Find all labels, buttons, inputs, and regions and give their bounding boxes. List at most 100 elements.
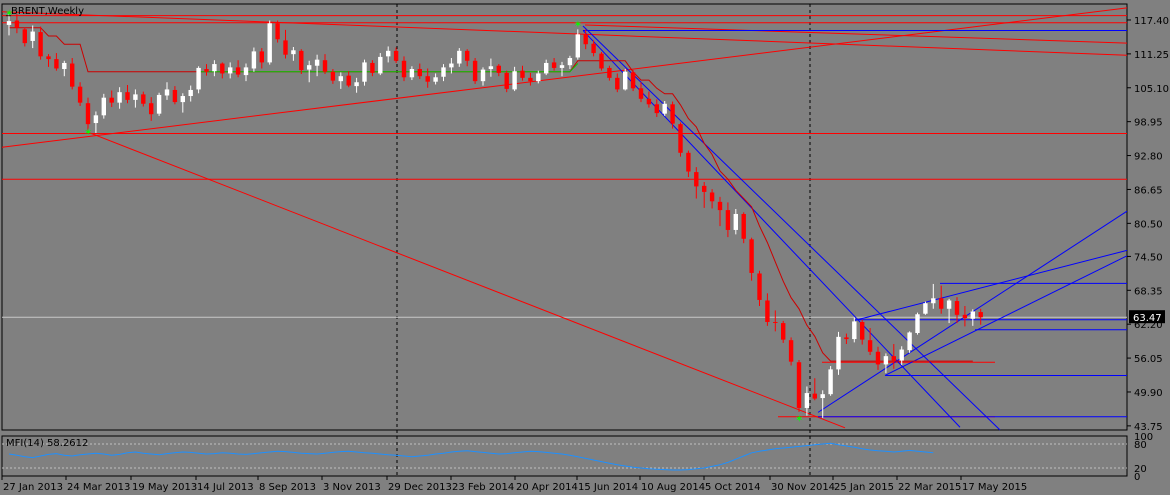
candle-body xyxy=(591,43,596,54)
candle-body xyxy=(465,50,470,61)
candle-body xyxy=(860,321,865,340)
trend-line[interactable] xyxy=(89,132,846,429)
candle-body xyxy=(607,67,612,78)
x-tick-label: 10 Aug 2014 xyxy=(641,482,705,493)
trend-line[interactable] xyxy=(884,255,1128,376)
candle xyxy=(504,70,509,93)
candle xyxy=(796,360,802,412)
candle-body xyxy=(196,67,201,90)
candle xyxy=(733,209,738,235)
candle xyxy=(30,25,35,49)
mfi-tick-label: 20 xyxy=(1134,464,1147,475)
candle-body xyxy=(765,300,770,322)
price-pane[interactable]: ✶ ✶ ✶ ✶ xyxy=(1,3,1128,476)
candle-body xyxy=(212,64,217,72)
candle-body xyxy=(528,77,533,82)
candle-body xyxy=(709,192,715,202)
candle-body xyxy=(725,210,731,230)
candle-body xyxy=(393,50,399,61)
candle xyxy=(480,67,486,86)
candle-body xyxy=(638,88,644,99)
fractal-marker: ✶ xyxy=(795,414,803,425)
candle-body xyxy=(662,103,667,114)
candle xyxy=(109,90,114,108)
candle-body xyxy=(228,67,233,74)
candle xyxy=(141,91,146,107)
candle-body xyxy=(615,77,620,90)
candle-body xyxy=(504,72,509,89)
candle xyxy=(860,319,865,345)
candle-body xyxy=(512,71,517,90)
mfi-tick-label: 100 xyxy=(1134,432,1153,443)
candle-body xyxy=(954,301,960,315)
candle xyxy=(433,73,438,85)
candle xyxy=(567,55,573,70)
x-tick-label: 5 Oct 2014 xyxy=(705,482,760,493)
x-tick-label: 20 Apr 2014 xyxy=(516,482,578,493)
candle xyxy=(251,47,257,72)
candle-body xyxy=(931,298,936,304)
candle xyxy=(544,59,549,76)
y-tick-label: 111.25 xyxy=(1134,50,1169,61)
candle xyxy=(465,49,470,67)
y-tick-label: 68.35 xyxy=(1134,286,1163,297)
candle-body xyxy=(346,75,351,86)
candle xyxy=(259,48,264,69)
candle xyxy=(125,85,130,104)
fractal-marker: ✶ xyxy=(574,19,582,30)
candle-body xyxy=(733,213,738,230)
candle-body xyxy=(243,67,249,76)
candle-body xyxy=(646,98,652,105)
candle xyxy=(314,54,320,77)
candle-body xyxy=(433,77,438,82)
trend-line[interactable] xyxy=(854,249,1128,321)
candle-body xyxy=(101,97,106,116)
candle-body xyxy=(70,63,75,87)
candle-body xyxy=(204,69,209,72)
trend-line[interactable] xyxy=(1,11,1128,56)
y-tick-label: 117.40 xyxy=(1134,16,1169,27)
candle-body xyxy=(496,65,501,73)
candle-body xyxy=(812,393,817,399)
x-tick-label: 30 Nov 2014 xyxy=(771,482,835,493)
candle-body xyxy=(804,393,810,408)
trend-line[interactable] xyxy=(582,25,1001,431)
trend-line[interactable] xyxy=(584,24,1128,44)
candle xyxy=(836,331,841,375)
candle xyxy=(212,60,217,77)
candle xyxy=(54,53,59,71)
candle xyxy=(330,69,336,84)
x-tick-label: 22 Mar 2015 xyxy=(898,482,961,493)
last-price-box xyxy=(1129,310,1165,324)
candle-body xyxy=(899,349,904,361)
candle xyxy=(852,317,857,343)
candle-body xyxy=(117,92,122,103)
candle xyxy=(899,346,904,365)
candle xyxy=(788,337,794,366)
candle-body xyxy=(544,62,549,74)
candle-body xyxy=(172,89,178,103)
candle-body xyxy=(275,23,280,40)
candle-body xyxy=(299,50,304,71)
candle xyxy=(417,63,422,79)
trend-line[interactable] xyxy=(1,7,1128,148)
mfi-pane-border xyxy=(1,435,1128,477)
candle-body xyxy=(46,56,51,60)
candle xyxy=(393,47,399,63)
candle xyxy=(646,91,652,108)
x-tick-label: 27 Jan 2013 xyxy=(3,482,63,493)
candle xyxy=(694,167,699,199)
candle-body xyxy=(686,152,691,172)
candle-body xyxy=(828,369,833,395)
x-tick-label: 25 Jan 2015 xyxy=(834,482,894,493)
y-tick-label: 98.95 xyxy=(1134,118,1163,129)
time-axis: 27 Jan 2013 24 Mar 2013 19 May 2013 14 Jul … xyxy=(1,476,1027,493)
candle-body xyxy=(180,96,185,103)
candle-body xyxy=(623,71,628,90)
candle-body xyxy=(251,51,257,69)
candle-body xyxy=(551,62,557,68)
candle xyxy=(117,87,122,109)
x-tick-label: 15 Jun 2014 xyxy=(578,482,638,493)
